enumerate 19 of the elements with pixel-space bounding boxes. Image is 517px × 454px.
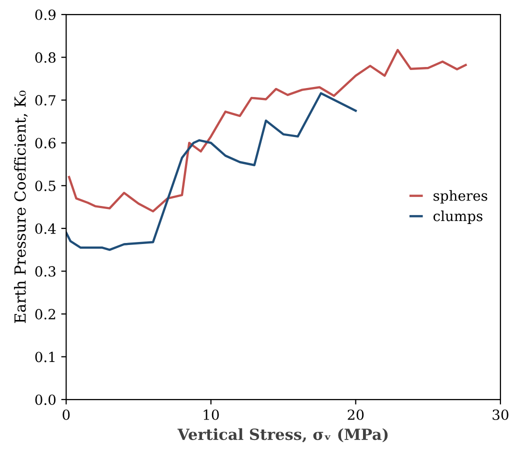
y-tick-label: 0.5 (35, 180, 56, 192)
y-tick-label: 0.1 (35, 352, 54, 362)
line-series (66, 92, 357, 251)
y-tick-label: 0.8 (35, 52, 56, 63)
y-axis-title: Earth Pressure Coefficient, K₀ (14, 90, 28, 323)
y-tick-label: 0.6 (35, 138, 56, 148)
x-tick-label: 20 (348, 409, 364, 420)
x-tick-label: 10 (204, 409, 219, 420)
y-tick-label: 0.3 (35, 266, 56, 277)
legend-label: spheres (434, 190, 488, 204)
legend-label: clumps (433, 210, 482, 224)
y-tick-label: 0.9 (35, 9, 56, 20)
x-axis-title: Vertical Stress, σᵥ (MPa) (177, 428, 388, 442)
y-tick-label: 0.0 (35, 394, 56, 405)
y-tick-label: 0.4 (35, 223, 56, 234)
x-tick-label: 0 (62, 409, 70, 420)
y-tick-label: 0.2 (35, 308, 56, 320)
x-tick-label: 30 (492, 409, 508, 420)
y-tick-label: 0.7 (35, 95, 56, 106)
